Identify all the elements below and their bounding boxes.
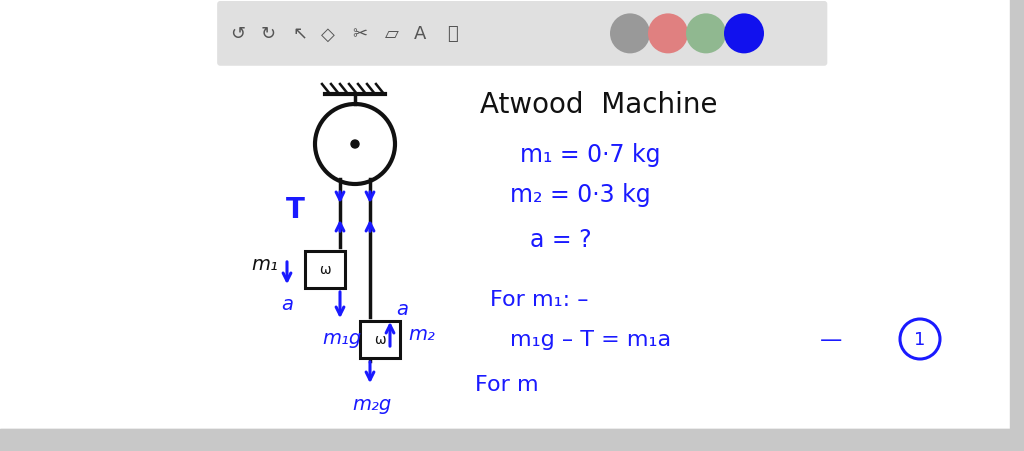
Text: A: A xyxy=(414,25,426,43)
Bar xyxy=(0,429,1024,451)
FancyBboxPatch shape xyxy=(217,2,827,67)
Text: a: a xyxy=(396,300,408,319)
Circle shape xyxy=(686,14,726,54)
Text: ω: ω xyxy=(319,262,331,276)
Text: m₂g: m₂g xyxy=(352,395,391,414)
Bar xyxy=(0,429,1010,443)
Text: a = ?: a = ? xyxy=(530,227,592,252)
Text: ω: ω xyxy=(374,332,386,346)
Circle shape xyxy=(648,14,688,54)
FancyBboxPatch shape xyxy=(360,321,400,358)
Text: T: T xyxy=(286,196,304,224)
Text: For m₁: –: For m₁: – xyxy=(490,290,589,309)
Text: a: a xyxy=(281,295,293,314)
Text: ↖: ↖ xyxy=(293,25,307,43)
Text: —: — xyxy=(820,329,843,349)
FancyBboxPatch shape xyxy=(305,252,345,288)
Text: ↻: ↻ xyxy=(260,25,275,43)
Text: For m: For m xyxy=(475,374,539,394)
Bar xyxy=(1010,0,1024,451)
Text: ◇: ◇ xyxy=(322,25,335,43)
Circle shape xyxy=(351,141,359,149)
Circle shape xyxy=(610,14,650,54)
Circle shape xyxy=(724,14,764,54)
Text: 1: 1 xyxy=(914,330,926,348)
Text: ↺: ↺ xyxy=(230,25,246,43)
Text: m₂: m₂ xyxy=(408,325,435,344)
Text: Atwood  Machine: Atwood Machine xyxy=(480,91,718,119)
Text: ▱: ▱ xyxy=(385,25,399,43)
Text: ✂: ✂ xyxy=(352,25,368,43)
Text: m₁: m₁ xyxy=(252,255,279,274)
Text: 🖼: 🖼 xyxy=(446,25,458,43)
Circle shape xyxy=(315,105,395,184)
Text: m₂ = 0·3 kg: m₂ = 0·3 kg xyxy=(510,183,650,207)
Text: m₁g: m₁g xyxy=(323,329,361,348)
Text: m₁g – T = m₁a: m₁g – T = m₁a xyxy=(510,329,671,349)
Text: m₁ = 0·7 kg: m₁ = 0·7 kg xyxy=(520,143,660,166)
Circle shape xyxy=(900,319,940,359)
